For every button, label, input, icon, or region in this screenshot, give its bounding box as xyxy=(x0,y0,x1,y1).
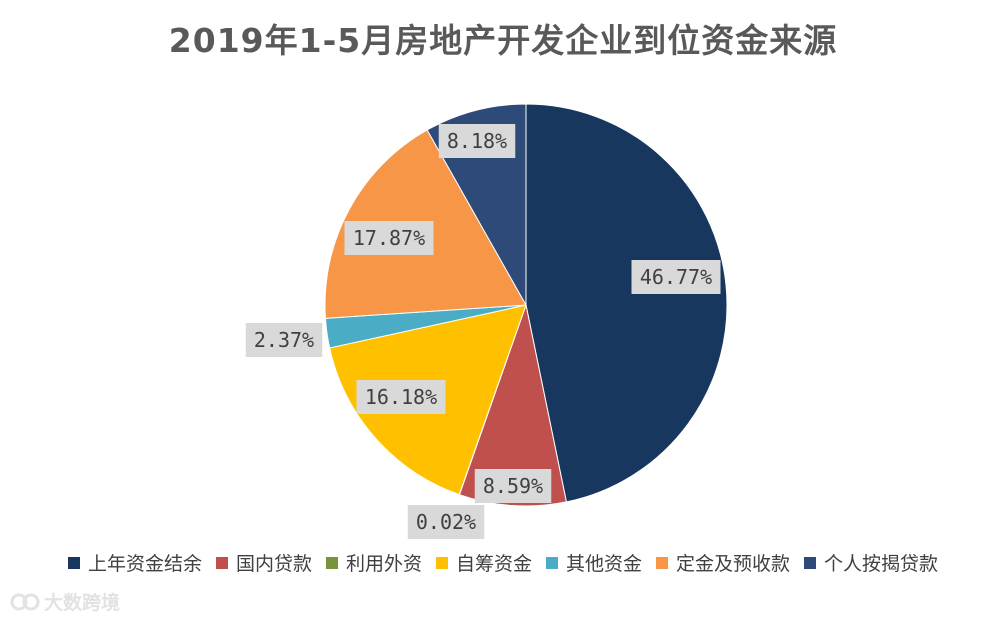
legend-swatch-3 xyxy=(325,556,338,569)
data-label-7: 8.18% xyxy=(447,129,507,153)
data-label-4: 16.18% xyxy=(365,385,437,409)
legend-item-2: 国内贷款 xyxy=(215,549,312,576)
data-label-3: 0.02% xyxy=(416,510,476,534)
legend-swatch-2 xyxy=(215,556,228,569)
data-label-2: 8.59% xyxy=(483,474,543,498)
watermark: 大数跨境 xyxy=(10,588,120,615)
legend-label-6: 定金及预收款 xyxy=(676,553,791,575)
data-label-box-3 xyxy=(407,505,485,539)
legend: 上年资金结余 国内贷款 利用外资 自筹资金 其他资金 定金及预收款 个人按揭贷款 xyxy=(0,549,1006,576)
legend-item-3: 利用外资 xyxy=(325,549,422,576)
data-label-box-4 xyxy=(356,380,446,414)
legend-item-6: 定金及预收款 xyxy=(656,549,790,576)
logo-icon xyxy=(10,593,40,610)
legend-swatch-5 xyxy=(546,556,558,569)
pie-slice-1 xyxy=(525,103,728,503)
legend-item-4: 自筹资金 xyxy=(435,549,532,576)
watermark-text: 大数跨境 xyxy=(44,592,121,614)
legend-item-1: 上年资金结余 xyxy=(67,549,202,576)
data-label-box-6 xyxy=(344,221,434,255)
data-label-5: 2.37% xyxy=(254,328,314,352)
data-label-box-5 xyxy=(245,323,323,357)
legend-swatch-7 xyxy=(804,556,817,569)
pie-slice-2 xyxy=(458,303,567,507)
legend-label-5: 其他资金 xyxy=(566,553,643,575)
data-label-box-1 xyxy=(631,260,721,294)
chart-title: 2019年1-5月房地产开发企业到位资金来源 xyxy=(168,21,838,60)
legend-label-1: 上年资金结余 xyxy=(87,553,202,575)
legend-label-7: 个人按揭贷款 xyxy=(824,553,939,575)
data-label-1: 46.77% xyxy=(640,265,712,289)
legend-swatch-6 xyxy=(656,556,669,569)
legend-label-4: 自筹资金 xyxy=(455,553,532,575)
legend-label-3: 利用外资 xyxy=(345,553,422,575)
data-label-6: 17.87% xyxy=(353,226,425,250)
data-label-box-2 xyxy=(474,469,552,503)
legend-swatch-1 xyxy=(67,556,80,569)
legend-label-2: 国内贷款 xyxy=(235,553,312,575)
legend-swatch-4 xyxy=(435,556,448,569)
legend-item-5: 其他资金 xyxy=(546,549,642,576)
data-label-box-7 xyxy=(438,124,516,158)
legend-item-7: 个人按揭贷款 xyxy=(804,549,938,576)
